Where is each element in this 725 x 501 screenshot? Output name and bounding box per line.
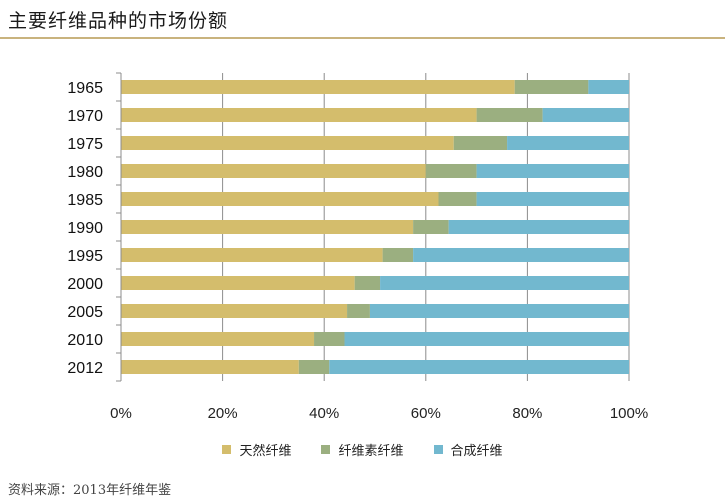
y-tick-label: 1990 bbox=[67, 220, 103, 237]
y-tick-label: 2012 bbox=[67, 360, 103, 377]
source-note: 资料来源：2013年纤维年鉴 bbox=[8, 483, 172, 498]
legend-swatch bbox=[321, 445, 331, 454]
y-tick-label: 1975 bbox=[67, 136, 103, 153]
x-tick-label: 20% bbox=[208, 405, 238, 422]
bar-segment bbox=[121, 80, 515, 94]
x-tick-label: 0% bbox=[110, 405, 132, 422]
y-tick-label: 1985 bbox=[67, 192, 103, 209]
bar-segment bbox=[507, 136, 629, 150]
bar-segment bbox=[588, 80, 629, 94]
labels-layer: 0% 20% 40% 60% 80% 100% 1965 1970 1975 1980 1985 19… bbox=[67, 80, 648, 422]
legend-label: 合成纤维 bbox=[450, 444, 503, 459]
bar-segment bbox=[121, 220, 414, 234]
legend-item: 天然纤维 bbox=[222, 440, 291, 459]
legend-label: 天然纤维 bbox=[239, 444, 292, 459]
x-tick-label: 40% bbox=[309, 405, 339, 422]
x-tick-label: 60% bbox=[411, 405, 441, 422]
bar-segment bbox=[121, 136, 454, 150]
bar-segment bbox=[369, 304, 629, 318]
chart-legend: 天然纤维 纤维素纤维 合成纤维 bbox=[0, 440, 725, 459]
x-tick-label: 100% bbox=[610, 405, 648, 422]
title-divider bbox=[0, 37, 725, 39]
bar-segment bbox=[121, 108, 477, 122]
y-tick-label: 1965 bbox=[67, 80, 103, 97]
bar-segment bbox=[121, 276, 355, 290]
axis-layer bbox=[116, 72, 122, 382]
bar-segment bbox=[448, 220, 629, 234]
bar-segment bbox=[314, 332, 345, 346]
bar-segment bbox=[514, 80, 589, 94]
bar-segment bbox=[542, 108, 629, 122]
y-tick-label: 1980 bbox=[67, 164, 103, 181]
bar-segment bbox=[438, 192, 477, 206]
bar-segment bbox=[121, 164, 426, 178]
legend-swatch bbox=[433, 445, 443, 454]
x-tick-label: 80% bbox=[512, 405, 542, 422]
y-tick-label: 2010 bbox=[67, 332, 103, 349]
bar-segment bbox=[476, 164, 629, 178]
bar-segment bbox=[425, 164, 477, 178]
bar-segment bbox=[121, 304, 348, 318]
bar-segment bbox=[121, 332, 315, 346]
page-title: 主要纤维品种的市场份额 bbox=[8, 10, 229, 32]
bar-segment bbox=[380, 276, 629, 290]
bar-segment bbox=[298, 360, 330, 374]
legend-label: 纤维素纤维 bbox=[338, 444, 404, 459]
bar-segment bbox=[476, 192, 629, 206]
bar-segment bbox=[344, 332, 629, 346]
y-tick-label: 2005 bbox=[67, 304, 103, 321]
y-tick-label: 2000 bbox=[67, 276, 103, 293]
bar-segment bbox=[121, 192, 439, 206]
y-tick-label: 1970 bbox=[67, 108, 103, 125]
bar-segment bbox=[413, 248, 629, 262]
bar-segment bbox=[121, 360, 299, 374]
bar-segment bbox=[121, 248, 383, 262]
bar-segment bbox=[453, 136, 508, 150]
bar-segment bbox=[329, 360, 629, 374]
bar-segment bbox=[382, 248, 414, 262]
legend-swatch bbox=[222, 445, 232, 454]
legend-item: 合成纤维 bbox=[433, 440, 503, 459]
y-tick-label: 1995 bbox=[67, 248, 103, 265]
bar-segment bbox=[354, 276, 381, 290]
bar-segment bbox=[413, 220, 449, 234]
bar-segment bbox=[347, 304, 370, 318]
bar-segment bbox=[476, 108, 543, 122]
bars-layer bbox=[121, 80, 629, 374]
legend-item: 纤维素纤维 bbox=[321, 440, 404, 459]
